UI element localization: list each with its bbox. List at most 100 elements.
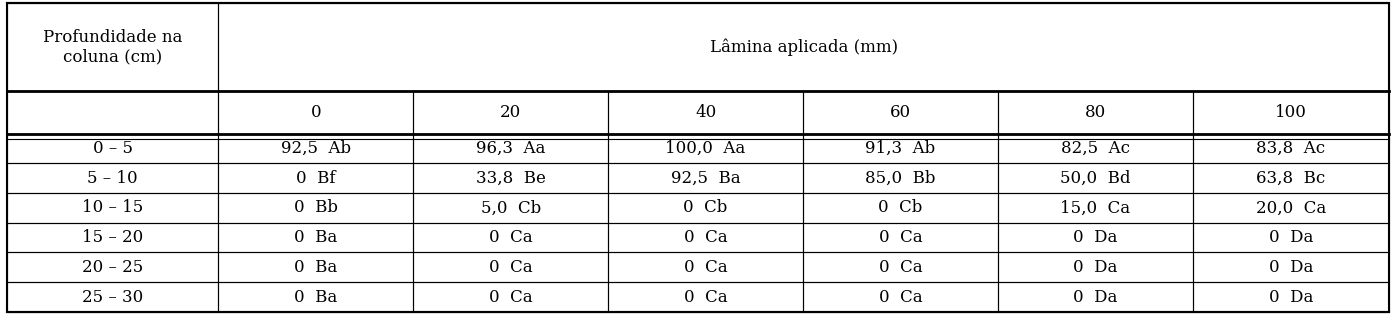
Bar xyxy=(218,282,413,312)
Bar xyxy=(609,163,803,193)
Bar xyxy=(7,163,218,193)
Bar xyxy=(413,282,609,312)
Bar xyxy=(413,253,609,282)
Bar xyxy=(609,253,803,282)
Bar xyxy=(998,282,1192,312)
Text: 0  Cb: 0 Cb xyxy=(878,199,923,216)
Text: 80: 80 xyxy=(1085,104,1106,121)
Bar xyxy=(609,223,803,253)
Text: 82,5  Ac: 82,5 Ac xyxy=(1061,140,1129,157)
Text: 0  Da: 0 Da xyxy=(1074,229,1118,246)
Bar xyxy=(218,91,413,134)
Text: 0  Ca: 0 Ca xyxy=(489,289,532,306)
Bar xyxy=(998,193,1192,223)
Bar xyxy=(7,282,218,312)
Bar xyxy=(1192,91,1389,134)
Bar xyxy=(803,223,998,253)
Bar xyxy=(609,193,803,223)
Text: 0  Ca: 0 Ca xyxy=(878,259,923,276)
Text: 0  Ca: 0 Ca xyxy=(684,289,727,306)
Bar xyxy=(218,3,1389,91)
Bar xyxy=(1192,134,1389,163)
Text: 0  Da: 0 Da xyxy=(1269,229,1314,246)
Text: 0  Ca: 0 Ca xyxy=(684,229,727,246)
Text: Profundidade na
coluna (cm): Profundidade na coluna (cm) xyxy=(43,29,183,66)
Text: 0  Ca: 0 Ca xyxy=(878,289,923,306)
Bar xyxy=(218,193,413,223)
Bar xyxy=(7,3,218,91)
Bar xyxy=(803,163,998,193)
Text: 96,3  Aa: 96,3 Aa xyxy=(476,140,546,157)
Bar xyxy=(7,193,218,223)
Text: 60: 60 xyxy=(889,104,912,121)
Bar xyxy=(998,253,1192,282)
Text: 0  Ca: 0 Ca xyxy=(684,259,727,276)
Text: 85,0  Bb: 85,0 Bb xyxy=(866,170,935,187)
Text: 0  Bf: 0 Bf xyxy=(296,170,335,187)
Text: 0  Ba: 0 Ba xyxy=(295,229,338,246)
Bar xyxy=(803,91,998,134)
Text: 5 – 10: 5 – 10 xyxy=(88,170,138,187)
Text: 0: 0 xyxy=(310,104,321,121)
Text: 92,5  Ba: 92,5 Ba xyxy=(671,170,740,187)
Text: 0  Cb: 0 Cb xyxy=(684,199,727,216)
Bar xyxy=(218,134,413,163)
Bar xyxy=(803,253,998,282)
Text: 5,0  Cb: 5,0 Cb xyxy=(480,199,540,216)
Bar xyxy=(1192,163,1389,193)
Text: 40: 40 xyxy=(695,104,716,121)
Bar xyxy=(413,223,609,253)
Bar xyxy=(218,163,413,193)
Bar xyxy=(413,193,609,223)
Text: 10 – 15: 10 – 15 xyxy=(82,199,144,216)
Text: 63,8  Bc: 63,8 Bc xyxy=(1256,170,1326,187)
Text: 0  Ca: 0 Ca xyxy=(489,259,532,276)
Text: 0  Bb: 0 Bb xyxy=(295,199,338,216)
Text: 0  Ba: 0 Ba xyxy=(295,259,338,276)
Bar xyxy=(7,223,218,253)
Text: 20 – 25: 20 – 25 xyxy=(82,259,144,276)
Bar xyxy=(1192,223,1389,253)
Bar xyxy=(609,134,803,163)
Text: 0  Da: 0 Da xyxy=(1269,289,1314,306)
Bar xyxy=(413,163,609,193)
Text: 50,0  Bd: 50,0 Bd xyxy=(1060,170,1131,187)
Text: 0  Ba: 0 Ba xyxy=(295,289,338,306)
Bar xyxy=(609,282,803,312)
Bar xyxy=(413,91,609,134)
Text: 20: 20 xyxy=(500,104,521,121)
Bar xyxy=(218,253,413,282)
Bar xyxy=(998,91,1192,134)
Bar xyxy=(1192,193,1389,223)
Text: 15 – 20: 15 – 20 xyxy=(82,229,144,246)
Text: 15,0  Ca: 15,0 Ca xyxy=(1061,199,1131,216)
Text: 0  Ca: 0 Ca xyxy=(489,229,532,246)
Text: 25 – 30: 25 – 30 xyxy=(82,289,144,306)
Text: 0  Da: 0 Da xyxy=(1074,289,1118,306)
Text: 33,8  Be: 33,8 Be xyxy=(476,170,546,187)
Bar xyxy=(609,91,803,134)
Bar xyxy=(7,91,218,134)
Bar xyxy=(803,193,998,223)
Bar xyxy=(7,134,218,163)
Bar xyxy=(413,134,609,163)
Bar xyxy=(7,253,218,282)
Bar xyxy=(218,223,413,253)
Bar xyxy=(998,223,1192,253)
Bar xyxy=(803,134,998,163)
Bar xyxy=(1192,253,1389,282)
Text: 0  Ca: 0 Ca xyxy=(878,229,923,246)
Text: 100,0  Aa: 100,0 Aa xyxy=(666,140,745,157)
Bar xyxy=(998,163,1192,193)
Text: 92,5  Ab: 92,5 Ab xyxy=(281,140,350,157)
Text: 0 – 5: 0 – 5 xyxy=(92,140,133,157)
Bar xyxy=(1192,282,1389,312)
Text: 91,3  Ab: 91,3 Ab xyxy=(866,140,935,157)
Text: 0  Da: 0 Da xyxy=(1074,259,1118,276)
Text: 83,8  Ac: 83,8 Ac xyxy=(1256,140,1325,157)
Text: Lâmina aplicada (mm): Lâmina aplicada (mm) xyxy=(709,38,898,56)
Text: 0  Da: 0 Da xyxy=(1269,259,1314,276)
Bar xyxy=(998,134,1192,163)
Text: 100: 100 xyxy=(1275,104,1307,121)
Bar xyxy=(803,282,998,312)
